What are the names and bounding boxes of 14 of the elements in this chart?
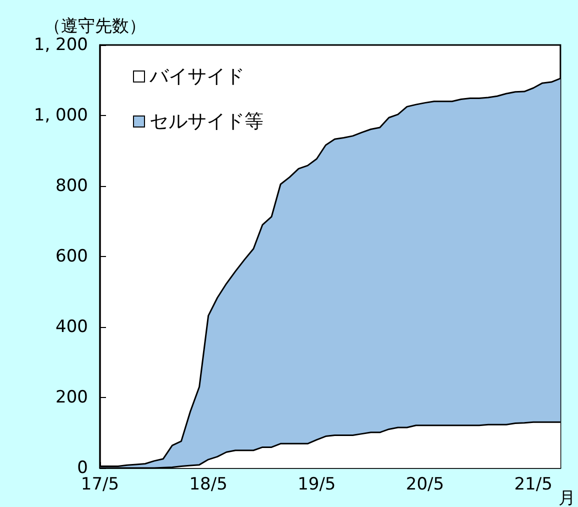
x-tick-label: 19/5 bbox=[298, 474, 336, 494]
legend-label: バイサイド bbox=[148, 66, 244, 88]
y-tick-label: 400 bbox=[56, 317, 88, 337]
x-tick-label: 18/5 bbox=[189, 474, 228, 494]
y-tick-label: 800 bbox=[56, 176, 88, 196]
y-tick-label: 600 bbox=[56, 246, 88, 266]
x-axis-title: 月 bbox=[558, 488, 576, 507]
y-axis-title: （遵守先数） bbox=[44, 16, 146, 36]
x-tick-label: 20/5 bbox=[406, 474, 444, 494]
y-tick-label: 1, 200 bbox=[34, 35, 88, 55]
y-tick-label: 200 bbox=[56, 388, 88, 408]
legend-label: セルサイド等 bbox=[150, 110, 264, 132]
y-tick-label: 1, 000 bbox=[34, 106, 88, 126]
x-tick-label: 21/5 bbox=[514, 474, 552, 494]
